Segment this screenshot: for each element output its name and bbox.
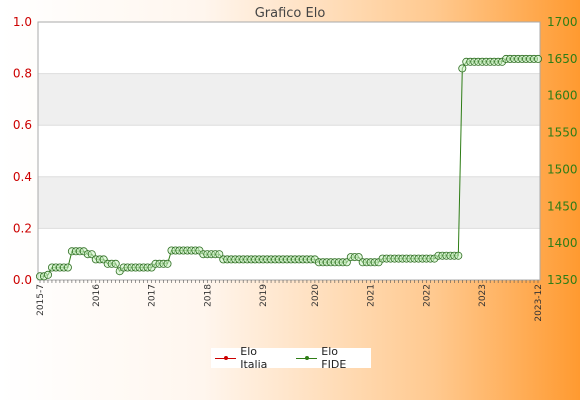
x-tick-label: 2018 (203, 284, 213, 307)
data-point[interactable] (163, 259, 172, 268)
y-right-tick-label: 1450 (547, 199, 578, 213)
grid-band (38, 73, 540, 126)
legend-swatch-elo-italia (215, 353, 237, 363)
y-axis-right: 1350 1400 1450 1500 1550 1600 1650 1700 (547, 15, 578, 287)
data-point[interactable] (458, 64, 467, 73)
plot-background (38, 22, 540, 280)
plot-area (37, 21, 541, 281)
x-tick-label: 2021 (367, 284, 377, 307)
x-tick-label: 2016 (92, 284, 102, 307)
x-tick-label: 2015-7 (36, 284, 46, 316)
data-point[interactable] (63, 263, 72, 272)
y-right-tick-label: 1400 (547, 236, 578, 250)
legend: Elo Italia Elo FIDE (211, 345, 371, 371)
x-tick-label: 2019 (259, 284, 269, 307)
chart-title: Grafico Elo (255, 6, 326, 21)
y-left-tick-label: 1.0 (13, 15, 32, 29)
data-point[interactable] (342, 258, 351, 267)
x-tick-label: 2020 (311, 284, 321, 307)
data-point[interactable] (354, 253, 363, 262)
data-point[interactable] (44, 270, 53, 279)
x-tick-label: 2023 (478, 284, 488, 307)
y-right-tick-label: 1700 (547, 15, 578, 29)
y-right-tick-label: 1500 (547, 162, 578, 176)
legend-label-elo-italia: Elo Italia (240, 345, 268, 371)
data-point[interactable] (534, 54, 543, 63)
y-axis-left: 0.0 0.2 0.4 0.6 0.8 1.0 (13, 15, 32, 287)
x-tick-label: 2017 (148, 284, 158, 307)
x-tick-label: 2022 (422, 284, 432, 307)
y-left-tick-label: 0.0 (13, 273, 32, 287)
y-left-tick-label: 0.6 (13, 118, 32, 132)
data-point[interactable] (111, 259, 120, 268)
legend-swatch-elo-fide (296, 353, 318, 363)
legend-item-elo-fide[interactable]: Elo FIDE (296, 345, 365, 371)
y-right-tick-label: 1550 (547, 126, 578, 140)
y-right-tick-label: 1650 (547, 52, 578, 66)
y-left-tick-label: 0.4 (13, 170, 32, 184)
legend-item-elo-italia[interactable]: Elo Italia (215, 345, 286, 371)
plot-border (37, 21, 541, 281)
y-left-tick-label: 0.8 (13, 67, 32, 81)
data-point[interactable] (87, 250, 96, 259)
series-elo-fide (36, 54, 543, 281)
x-tick-label: 2023-12 (534, 284, 544, 322)
legend-label-elo-fide: Elo FIDE (321, 345, 347, 371)
data-point[interactable] (454, 251, 463, 260)
grid-band (38, 176, 540, 229)
data-point[interactable] (215, 250, 224, 259)
y-right-tick-label: 1350 (547, 273, 578, 287)
y-left-tick-label: 0.2 (13, 221, 32, 235)
x-axis: 2015-7 2023-12 2016 2017 2018 2019 2020 2021 202… (36, 280, 544, 322)
y-right-tick-label: 1600 (547, 89, 578, 103)
